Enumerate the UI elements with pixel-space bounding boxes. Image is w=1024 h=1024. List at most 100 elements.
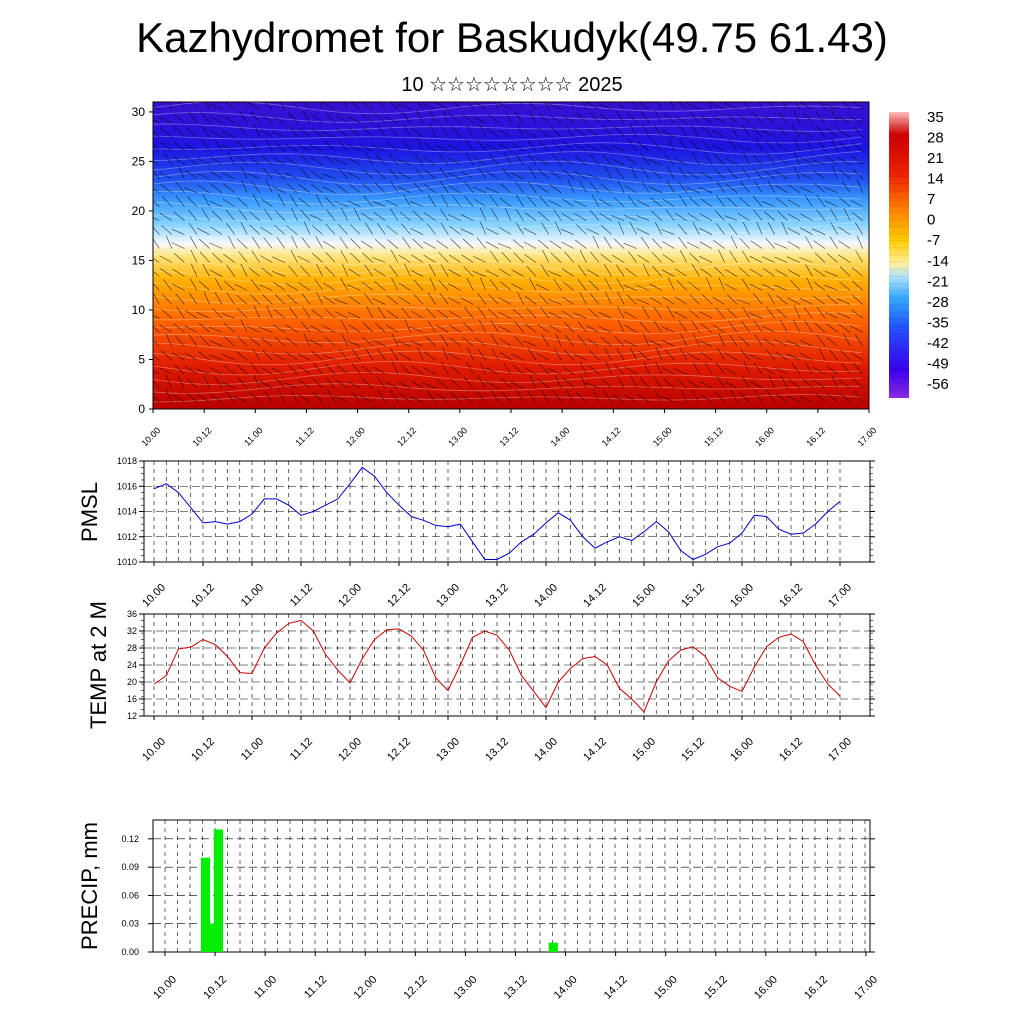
- colorbar-label: 35: [927, 109, 944, 126]
- wind-barb: [397, 381, 411, 389]
- wind-barb: [812, 228, 826, 235]
- wind-barb: [250, 279, 261, 291]
- wind-barb: [803, 307, 813, 319]
- colorbar-label: 0: [927, 212, 935, 229]
- wind-barb: [666, 180, 675, 193]
- wind-barb: [701, 294, 713, 305]
- colorbar-label: -56: [927, 376, 949, 393]
- wind-barb: [676, 280, 688, 291]
- wind-barb: [160, 128, 173, 138]
- wind-barb: [377, 390, 386, 403]
- wind-barb: [712, 296, 725, 305]
- wind-barb: [805, 264, 813, 277]
- x-tick-label: 15.12: [679, 736, 707, 764]
- wind-barb: [336, 184, 348, 193]
- wind-barb: [562, 198, 574, 207]
- wind-barb: [616, 264, 625, 277]
- wind-barb: [589, 293, 600, 305]
- wind-barb: [585, 382, 600, 389]
- wind-barb: [473, 116, 487, 124]
- wind-barb: [424, 184, 436, 193]
- wind-barb: [626, 294, 637, 305]
- wind-barb: [361, 365, 373, 375]
- wind-barb: [185, 366, 198, 375]
- wind-barb: [740, 181, 750, 193]
- wind-barb: [288, 265, 298, 277]
- wind-barb: [163, 152, 173, 165]
- wind-barb: [374, 113, 386, 124]
- wind-barb: [752, 154, 763, 165]
- wind-barb: [813, 295, 826, 305]
- wind-barb: [724, 157, 738, 166]
- wind-barb: [184, 143, 198, 152]
- wind-barb: [326, 209, 336, 221]
- wind-barb: [386, 310, 399, 319]
- wind-barb: [699, 228, 713, 235]
- wind-barb: [449, 225, 461, 235]
- y-tick-label: 20: [127, 677, 137, 687]
- wind-barb: [374, 238, 386, 249]
- wind-barb: [196, 312, 210, 319]
- wind-barb: [417, 102, 424, 110]
- wind-barb: [175, 195, 185, 207]
- wind-barb: [299, 127, 311, 138]
- wind-barb: [698, 340, 713, 347]
- wind-barb: [515, 208, 524, 221]
- wind-barb: [403, 194, 411, 207]
- wind-barb: [325, 223, 336, 235]
- wind-barb: [712, 115, 725, 124]
- wind-barb: [514, 111, 524, 124]
- wind-barb: [839, 197, 851, 207]
- wind-barb: [234, 283, 248, 291]
- wind-barb: [764, 211, 775, 221]
- wind-barb: [693, 333, 700, 347]
- wind-barb: [474, 156, 487, 166]
- wind-barb: [805, 138, 813, 151]
- wind-barb: [728, 321, 738, 333]
- wind-barb: [498, 130, 512, 138]
- x-tick-label: 14.00: [552, 974, 580, 1002]
- main-title: Kazhydromet for Baskudyk(49.75 61.43): [136, 14, 888, 61]
- y-tick-label: 0.00: [121, 947, 139, 957]
- wind-barb: [538, 113, 549, 124]
- wind-barb: [816, 209, 826, 221]
- isotherm-line: [153, 340, 862, 356]
- wind-barb: [643, 361, 650, 375]
- wind-barb: [612, 254, 625, 263]
- wind-barb: [564, 334, 575, 347]
- wind-barb: [300, 209, 311, 221]
- x-tick-label: 12.00: [344, 425, 367, 448]
- wind-barb: [642, 263, 650, 277]
- wind-barb: [416, 138, 424, 151]
- wind-barb: [315, 236, 323, 249]
- wind-barb: [348, 128, 361, 138]
- wind-barb: [429, 124, 436, 138]
- wind-barb: [466, 277, 474, 291]
- wind-barb: [724, 102, 738, 110]
- wind-barb: [336, 364, 348, 375]
- wind-barb: [273, 141, 286, 152]
- wind-barb: [655, 347, 663, 361]
- wind-barb: [540, 306, 549, 319]
- x-tick-label: 13.00: [452, 974, 480, 1002]
- wind-barb: [246, 172, 260, 180]
- wind-barb: [598, 103, 612, 110]
- wind-barb: [513, 252, 524, 263]
- wind-barb: [494, 102, 499, 110]
- wind-barb: [210, 394, 223, 403]
- wind-barb: [161, 225, 173, 235]
- wind-barb: [641, 305, 650, 319]
- wind-barb: [223, 364, 235, 375]
- colorbar-label: -42: [927, 335, 949, 352]
- wind-barb: [799, 297, 813, 305]
- wind-barb: [711, 144, 725, 152]
- wind-barb: [837, 129, 851, 138]
- wind-barb: [198, 280, 210, 291]
- wind-barb: [777, 112, 788, 124]
- wind-barb: [667, 277, 675, 291]
- wind-barb: [687, 171, 700, 180]
- y-tick-label: 32: [127, 626, 137, 636]
- wind-barb: [799, 396, 813, 403]
- x-tick-label: 15.00: [630, 736, 658, 764]
- wind-barb: [448, 283, 461, 291]
